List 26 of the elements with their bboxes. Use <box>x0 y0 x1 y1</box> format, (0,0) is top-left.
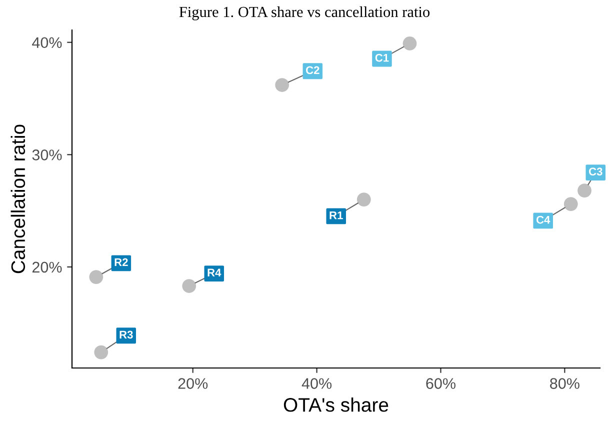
data-label: R2 <box>114 258 128 266</box>
point <box>564 197 578 211</box>
x-tick-label: 40% <box>302 378 332 389</box>
data-label: C2 <box>306 66 320 74</box>
point <box>275 78 290 92</box>
y-tick-label: 30% <box>32 150 62 160</box>
point <box>182 279 196 293</box>
y-tick-label: 20% <box>32 262 62 273</box>
point <box>89 270 104 284</box>
data-label: C3 <box>588 168 602 176</box>
point <box>578 184 592 198</box>
y-tick-label: 40% <box>32 37 62 48</box>
data-label: C4 <box>536 216 550 224</box>
y-axis-title: Cancellation ratio <box>10 124 26 274</box>
data-label: R1 <box>330 211 343 220</box>
data-label: R3 <box>120 330 133 339</box>
x-tick-label: 80% <box>550 378 580 389</box>
x-axis-title: OTA's share <box>284 398 388 412</box>
point <box>94 345 108 360</box>
data-label: R4 <box>208 268 222 276</box>
point <box>402 36 417 50</box>
chart-title: Figure 1. OTA share vs cancellation ratio <box>179 6 430 20</box>
x-tick-label: 20% <box>178 378 208 389</box>
data-label: C1 <box>375 54 389 62</box>
point <box>356 192 371 207</box>
x-tick-label: 60% <box>426 378 456 389</box>
